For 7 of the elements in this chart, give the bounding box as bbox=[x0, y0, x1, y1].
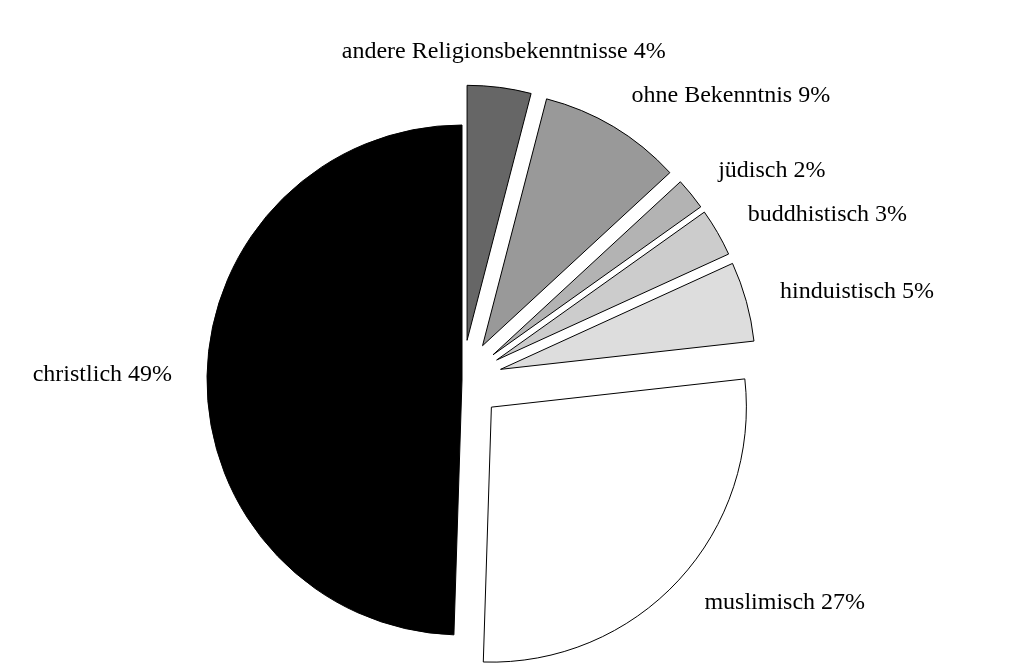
slice-label: christlich 49% bbox=[32, 359, 173, 386]
slice-label: andere Religionsbekenntnisse 4% bbox=[341, 37, 666, 64]
slice-label: buddhistisch 3% bbox=[747, 199, 908, 226]
slice-label: hinduistisch 5% bbox=[780, 276, 935, 303]
slice-label: jüdisch 2% bbox=[717, 156, 826, 183]
slice-label: muslimisch 27% bbox=[704, 588, 866, 615]
slice-label: ohne Bekenntnis 9% bbox=[631, 81, 831, 108]
